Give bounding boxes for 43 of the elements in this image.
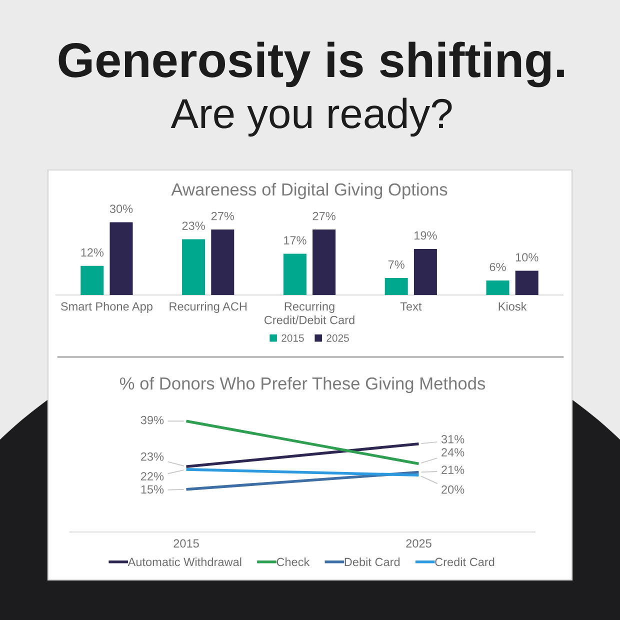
data-label: 12% [81, 248, 104, 257]
x-tick-label: Text [400, 302, 422, 311]
bar [515, 270, 538, 295]
data-label: 24% [442, 448, 464, 456]
bar [182, 239, 206, 295]
legend-label: Credit Card [435, 557, 494, 566]
legend-label: Debit Card [344, 557, 400, 566]
data-label: 30% [110, 204, 133, 213]
data-label: 6% [490, 262, 506, 272]
bar [110, 222, 133, 295]
x-tick-label: Smart Phone App [60, 302, 152, 313]
data-label: 23% [182, 222, 205, 230]
x-tick-label: Recurring ACH [170, 302, 247, 313]
data-label: 21% [442, 466, 464, 474]
data-label: 20% [442, 485, 464, 494]
data-label: 19% [414, 231, 437, 240]
chart-title: Awareness of Digital Giving Options [171, 182, 448, 200]
legend-label: Check [276, 557, 310, 566]
legend-label: 2025 [326, 334, 349, 342]
data-label: 27% [211, 212, 234, 220]
data-label: 27% [312, 212, 336, 220]
bar [283, 254, 306, 295]
data-label: 17% [284, 236, 306, 244]
text: Are you ready? [170, 98, 452, 137]
chart-title: % of Donors Who Prefer These Giving Methods [120, 376, 486, 394]
bar [414, 248, 437, 295]
data-label: 15% [141, 485, 164, 494]
data-label: 23% [140, 452, 164, 461]
data-label: 7% [388, 260, 404, 269]
legend-label: Automatic Withdrawal [128, 557, 242, 566]
text: Generosity is shifting. [58, 42, 564, 88]
data-label: 39% [140, 416, 164, 424]
x-tick-label: Kiosk [498, 302, 527, 311]
bar [211, 230, 234, 295]
data-label: 22% [140, 472, 164, 480]
data-label: 10% [516, 253, 538, 262]
data-label: 31% [441, 435, 464, 444]
bar [384, 278, 408, 295]
bar [486, 280, 510, 295]
x-tick-label: Recurring Credit/Debit Card [264, 302, 354, 324]
bar [312, 230, 336, 295]
bar [80, 266, 104, 295]
legend-label: 2015 [282, 334, 304, 342]
